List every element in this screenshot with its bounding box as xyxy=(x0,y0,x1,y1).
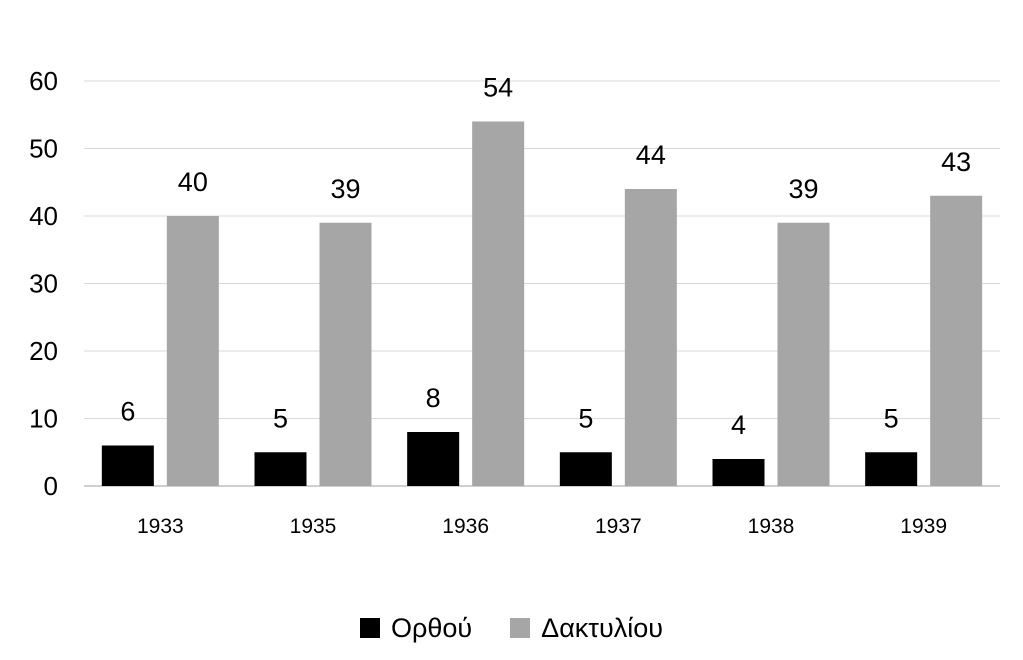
bar-series-2 xyxy=(472,121,525,486)
legend-swatch-series-1 xyxy=(359,618,380,638)
bar-series-2 xyxy=(166,216,219,486)
x-tick-label: 1935 xyxy=(290,515,337,538)
bar-series-2 xyxy=(930,195,983,486)
bars xyxy=(101,121,983,486)
legend-label-series-2: Δακτυλίου xyxy=(541,612,664,643)
x-tick-label: 1939 xyxy=(900,515,947,538)
bar-series-2 xyxy=(319,222,372,486)
bar-series-1 xyxy=(254,452,307,486)
bar-series-2 xyxy=(624,189,677,486)
gridlines xyxy=(84,80,1000,487)
data-label-series-2: 39 xyxy=(788,174,818,204)
x-axis-ticks: 1933 1935 1936 1937 1938 1939 xyxy=(137,515,947,538)
legend-item-series-1: Ορθού xyxy=(359,612,473,644)
data-label-series-2: 54 xyxy=(483,73,513,103)
bar-series-1 xyxy=(865,452,918,486)
bar-series-2 xyxy=(777,222,830,486)
legend-label-series-1: Ορθού xyxy=(390,612,473,643)
data-label-series-2: 44 xyxy=(636,140,666,170)
y-tick-label: 20 xyxy=(29,336,58,366)
x-tick-label: 1936 xyxy=(442,515,489,538)
y-tick-label: 40 xyxy=(29,201,58,231)
data-label-series-1: 5 xyxy=(578,403,593,433)
y-tick-label: 50 xyxy=(29,134,58,164)
bar-series-1 xyxy=(712,459,765,486)
legend-item-series-2: Δακτυλίου xyxy=(510,613,663,644)
legend-swatch-series-2 xyxy=(510,618,531,638)
y-tick-label: 60 xyxy=(29,66,58,96)
data-label-series-2: 39 xyxy=(330,174,360,204)
legend: Ορθού Δακτυλίου xyxy=(0,606,1023,650)
data-label-series-2: 40 xyxy=(178,167,208,197)
bar-series-1 xyxy=(101,445,154,486)
data-label-series-1: 5 xyxy=(273,403,288,433)
data-label-series-1: 8 xyxy=(426,383,441,413)
y-tick-label: 30 xyxy=(29,269,58,299)
y-tick-label: 10 xyxy=(29,404,58,434)
data-label-series-2: 43 xyxy=(941,147,971,177)
x-tick-label: 1933 xyxy=(137,515,184,538)
x-tick-label: 1938 xyxy=(748,515,795,538)
x-tick-label: 1937 xyxy=(595,515,642,538)
bar-series-1 xyxy=(559,452,612,486)
data-label-series-1: 6 xyxy=(120,397,135,427)
data-label-series-1: 4 xyxy=(731,410,746,440)
y-axis-ticks: 0 10 20 30 40 50 60 xyxy=(29,66,58,501)
data-label-series-1: 5 xyxy=(884,403,899,433)
y-tick-label: 0 xyxy=(44,471,58,501)
bar-series-1 xyxy=(407,432,460,486)
